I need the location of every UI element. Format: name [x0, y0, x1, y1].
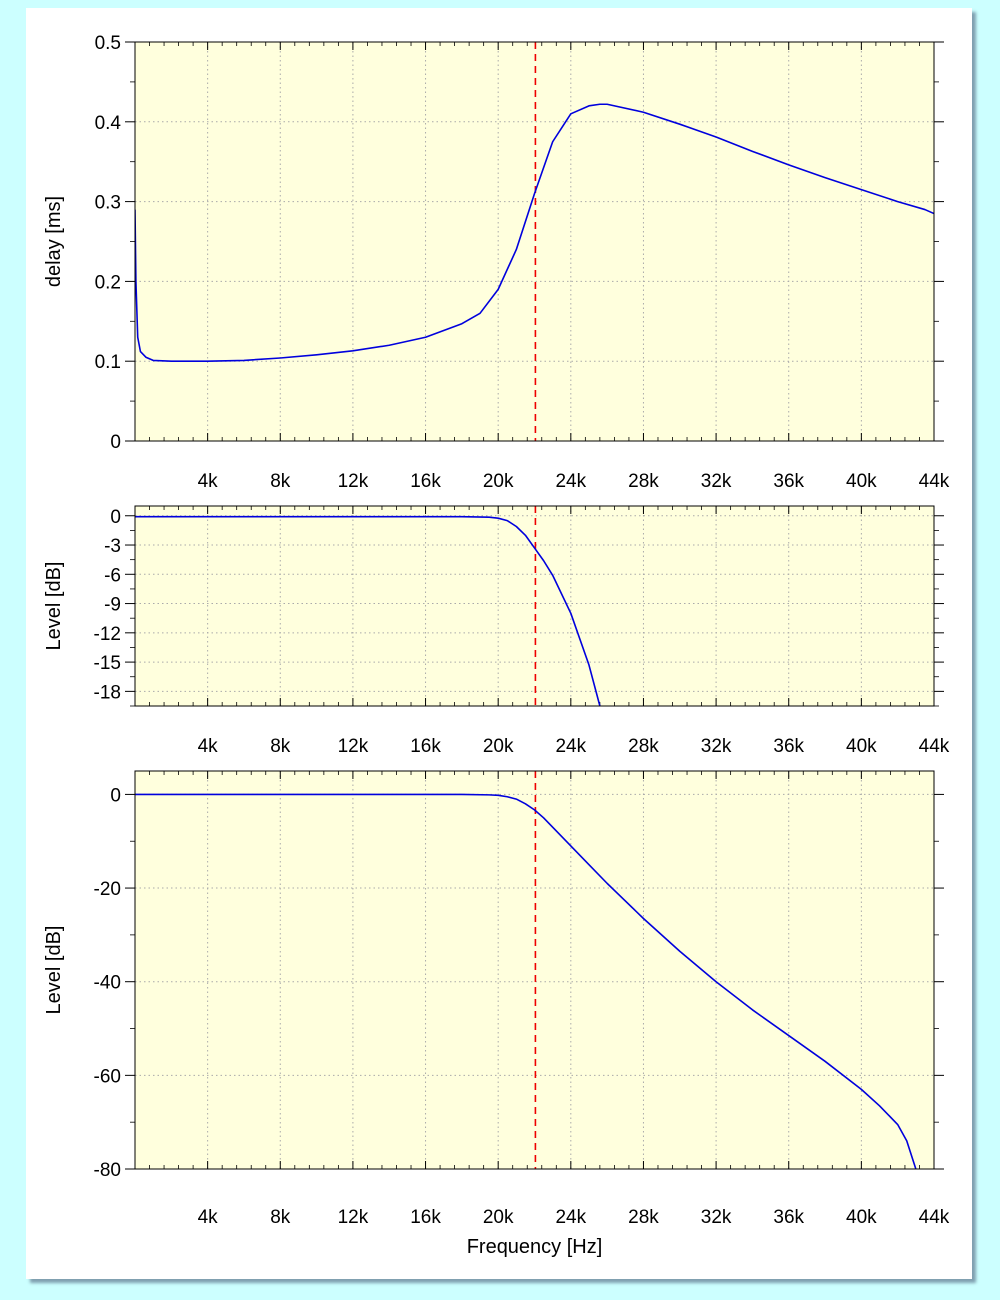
x-tick-label: 32k: [701, 1207, 732, 1228]
x-tick-label: 36k: [773, 1207, 804, 1228]
plot-frame: [134, 505, 935, 707]
x-tick-label: 36k: [773, 736, 804, 757]
y-tick-label: 0.3: [95, 193, 121, 214]
y-tick-label: 0.4: [95, 113, 122, 134]
y-tick-label: -18: [94, 682, 121, 703]
y-tick-label: 0.5: [95, 33, 121, 54]
series-line: [135, 793, 917, 1169]
x-tick-label: 12k: [338, 736, 369, 757]
x-tick-label: 28k: [628, 1207, 659, 1228]
series-line: [135, 515, 601, 706]
x-tick-label: 4k: [198, 736, 219, 757]
x-tick-label: 8k: [270, 471, 291, 492]
x-tick-label: 16k: [410, 736, 441, 757]
x-tick-label: 32k: [701, 736, 732, 757]
x-tick-label: 40k: [846, 736, 877, 757]
y-tick-label: -9: [104, 595, 121, 616]
x-tick-label: 8k: [270, 736, 291, 757]
y-axis-label: Level [dB]: [43, 562, 65, 651]
y-tick-label: -60: [94, 1066, 121, 1087]
series-line: [135, 103, 934, 363]
y-axis-label: Level [dB]: [43, 926, 65, 1015]
y-tick-label: -80: [94, 1160, 121, 1181]
y-tick-label: 0.1: [95, 352, 121, 373]
x-axis-label: Frequency [Hz]: [467, 1236, 603, 1258]
plot-area: [135, 506, 934, 706]
y-tick-label: 0.2: [95, 272, 121, 293]
plot-area: [135, 771, 934, 1169]
x-tick-label: 44k: [919, 1207, 950, 1228]
figure-card: 4k 8k 12k 16k 20k 24k 28k 32k 36k 40k 44k 0 0.1 0.2 0.…: [26, 8, 972, 1279]
x-tick-label: 32k: [701, 471, 732, 492]
x-tick-label: 20k: [483, 736, 514, 757]
x-tick-label: 44k: [919, 736, 950, 757]
y-axis-label: delay [ms]: [43, 196, 65, 287]
x-tick-label: 28k: [628, 471, 659, 492]
x-tick-label: 16k: [410, 1207, 441, 1228]
x-tick-label: 12k: [338, 471, 369, 492]
x-tick-label: 20k: [483, 1207, 514, 1228]
x-tick-label: 40k: [846, 471, 877, 492]
x-tick-label: 24k: [555, 1207, 586, 1228]
x-tick-label: 12k: [338, 1207, 369, 1228]
x-tick-label: 20k: [483, 471, 514, 492]
y-tick-label: 0: [110, 785, 121, 806]
x-tick-label: 28k: [628, 736, 659, 757]
y-tick-label: -6: [104, 565, 121, 586]
panel-1: 4k 8k 12k 16k 20k 24k 28k 32k 36k 40k 44k 0 0.1 0.2 0.…: [43, 33, 950, 492]
x-tick-label: 4k: [198, 1207, 219, 1228]
y-tick-label: -3: [104, 536, 121, 557]
panel-3: 4k 8k 12k 16k 20k 24k 28k 32k 36k 40k 44k 0 -20 -40 -6…: [43, 770, 950, 1228]
y-tick-label: -15: [94, 653, 121, 674]
x-tick-label: 24k: [555, 471, 586, 492]
x-tick-label: 40k: [846, 1207, 877, 1228]
y-tick-label: -12: [94, 624, 121, 645]
plot-area: [135, 42, 934, 441]
x-tick-label: 36k: [773, 471, 804, 492]
figure-canvas: 4k 8k 12k 16k 20k 24k 28k 32k 36k 40k 44k 0 0.1 0.2 0.…: [43, 33, 950, 1258]
y-tick-label: 0: [110, 432, 121, 453]
x-tick-label: 16k: [410, 471, 441, 492]
plot-frame: [134, 770, 935, 1170]
panel-2: 4k 8k 12k 16k 20k 24k 28k 32k 36k 40k 44k 0 -3 -6 -9 -1…: [43, 505, 950, 757]
x-tick-label: 4k: [198, 471, 219, 492]
y-tick-label: -40: [94, 973, 121, 994]
x-tick-label: 24k: [555, 736, 586, 757]
plot-frame: [134, 41, 935, 442]
x-tick-label: 44k: [919, 471, 950, 492]
y-tick-label: 0: [110, 507, 121, 528]
y-tick-label: -20: [94, 879, 121, 900]
x-tick-label: 8k: [270, 1207, 291, 1228]
